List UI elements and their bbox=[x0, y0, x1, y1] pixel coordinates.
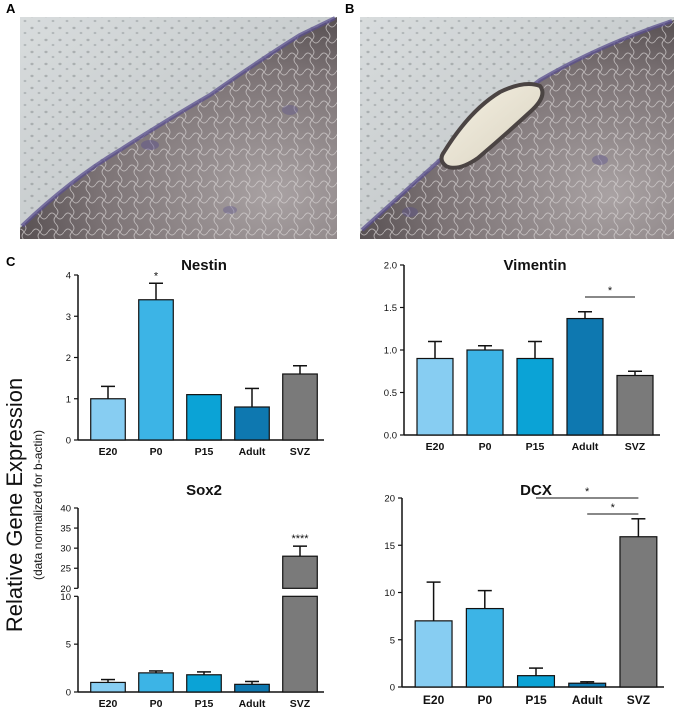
y-tick-label: 20 bbox=[60, 584, 71, 595]
y-tick-label: 2.0 bbox=[384, 261, 397, 272]
y-tick-label: 15 bbox=[384, 541, 395, 552]
significance-label: * bbox=[608, 285, 613, 297]
category-label: Adult bbox=[572, 693, 603, 707]
bar-e20 bbox=[90, 398, 126, 441]
panel-b-letter: B bbox=[345, 1, 354, 16]
bar-adult bbox=[234, 406, 270, 441]
chart-nestin: 0 1 2 3 4 E20 P0 P15 Adult SVZ * Nestin bbox=[66, 257, 324, 458]
y-tick-label: 4 bbox=[66, 271, 71, 282]
bar-p0 bbox=[138, 672, 174, 693]
y-tick-label: 3 bbox=[66, 312, 71, 323]
chart-title: Vimentin bbox=[503, 257, 566, 274]
bar-p15 bbox=[516, 675, 556, 688]
bar-p0 bbox=[465, 607, 504, 688]
y-tick-label: 0 bbox=[66, 688, 71, 699]
bar-adult bbox=[568, 682, 607, 688]
chart-title: Sox2 bbox=[186, 482, 222, 499]
category-label: Adult bbox=[572, 441, 599, 453]
category-label: Adult bbox=[239, 698, 266, 710]
category-label: P0 bbox=[150, 698, 163, 710]
bar-p0 bbox=[138, 299, 174, 441]
y-tick-label: 5 bbox=[390, 635, 395, 646]
category-label: P0 bbox=[477, 693, 492, 707]
y-tick-label: 20 bbox=[384, 494, 395, 505]
charts: 0 1 2 3 4 E20 P0 P15 Adult SVZ * Nestin 0.0 0.5 1.0 1.5… bbox=[60, 257, 664, 710]
bar-svz-upper bbox=[282, 555, 318, 589]
category-label: E20 bbox=[99, 698, 118, 710]
chart-dcx: 0 5 10 15 20 E20 P0 P15 Adult SVZ * * DCX bbox=[384, 482, 664, 707]
category-label: E20 bbox=[99, 446, 118, 458]
y-axis-label-main: Relative Gene Expression bbox=[2, 378, 27, 632]
y-tick-label: 40 bbox=[60, 504, 71, 515]
category-label: SVZ bbox=[627, 693, 650, 707]
y-tick-label: 0 bbox=[66, 436, 71, 447]
category-label: P0 bbox=[479, 441, 492, 453]
significance-label: **** bbox=[291, 533, 309, 545]
y-tick-label: 0.0 bbox=[384, 431, 397, 442]
y-axis-label-sub: (data normalized for b-actin) bbox=[31, 430, 45, 580]
category-label: P15 bbox=[195, 698, 214, 710]
bar-svz bbox=[616, 374, 654, 436]
micrograph-a bbox=[20, 16, 337, 239]
chart-title: DCX bbox=[520, 482, 552, 499]
significance-label: * bbox=[154, 270, 159, 282]
y-tick-label: 1.0 bbox=[384, 346, 397, 357]
y-tick-label: 30 bbox=[60, 544, 71, 555]
category-label: P15 bbox=[526, 441, 545, 453]
y-tick-label: 35 bbox=[60, 524, 71, 535]
category-label: P15 bbox=[195, 446, 214, 458]
y-tick-label: 0.5 bbox=[384, 388, 397, 399]
y-tick-label: 10 bbox=[384, 588, 395, 599]
bar-svz-lower bbox=[282, 595, 318, 693]
panel-c-letter: C bbox=[6, 254, 16, 269]
y-tick-label: 25 bbox=[60, 564, 71, 575]
y-tick-label: 0 bbox=[390, 683, 395, 694]
significance-label: * bbox=[585, 486, 590, 498]
y-tick-label: 1.5 bbox=[384, 303, 397, 314]
category-label: SVZ bbox=[290, 698, 311, 710]
y-tick-label: 1 bbox=[66, 394, 71, 405]
category-label: P15 bbox=[525, 693, 547, 707]
micrograph-b bbox=[360, 17, 674, 239]
bar-p15 bbox=[186, 394, 222, 441]
significance-label: * bbox=[611, 502, 616, 514]
category-label: E20 bbox=[426, 441, 445, 453]
bar-e20 bbox=[414, 620, 453, 688]
bar-e20 bbox=[90, 681, 126, 693]
bar-p15 bbox=[516, 357, 554, 436]
category-label: Adult bbox=[239, 446, 266, 458]
bar-e20 bbox=[416, 357, 454, 436]
y-tick-label: 2 bbox=[66, 353, 71, 364]
y-tick-label: 5 bbox=[66, 640, 71, 651]
chart-vimentin: 0.0 0.5 1.0 1.5 2.0 E20 P0 P15 Adult SVZ * Vimentin bbox=[384, 257, 660, 453]
category-label: SVZ bbox=[625, 441, 646, 453]
bar-p0 bbox=[466, 349, 504, 436]
bar-adult bbox=[566, 317, 604, 436]
category-label: SVZ bbox=[290, 446, 311, 458]
bar-svz bbox=[282, 373, 318, 441]
category-label: P0 bbox=[150, 446, 163, 458]
bar-adult bbox=[234, 683, 270, 693]
chart-title: Nestin bbox=[181, 257, 227, 274]
category-label: E20 bbox=[423, 693, 445, 707]
bar-p15 bbox=[186, 674, 222, 693]
panel-a-letter: A bbox=[6, 1, 16, 16]
y-tick-label: 10 bbox=[60, 592, 71, 603]
bar-svz bbox=[619, 536, 658, 688]
